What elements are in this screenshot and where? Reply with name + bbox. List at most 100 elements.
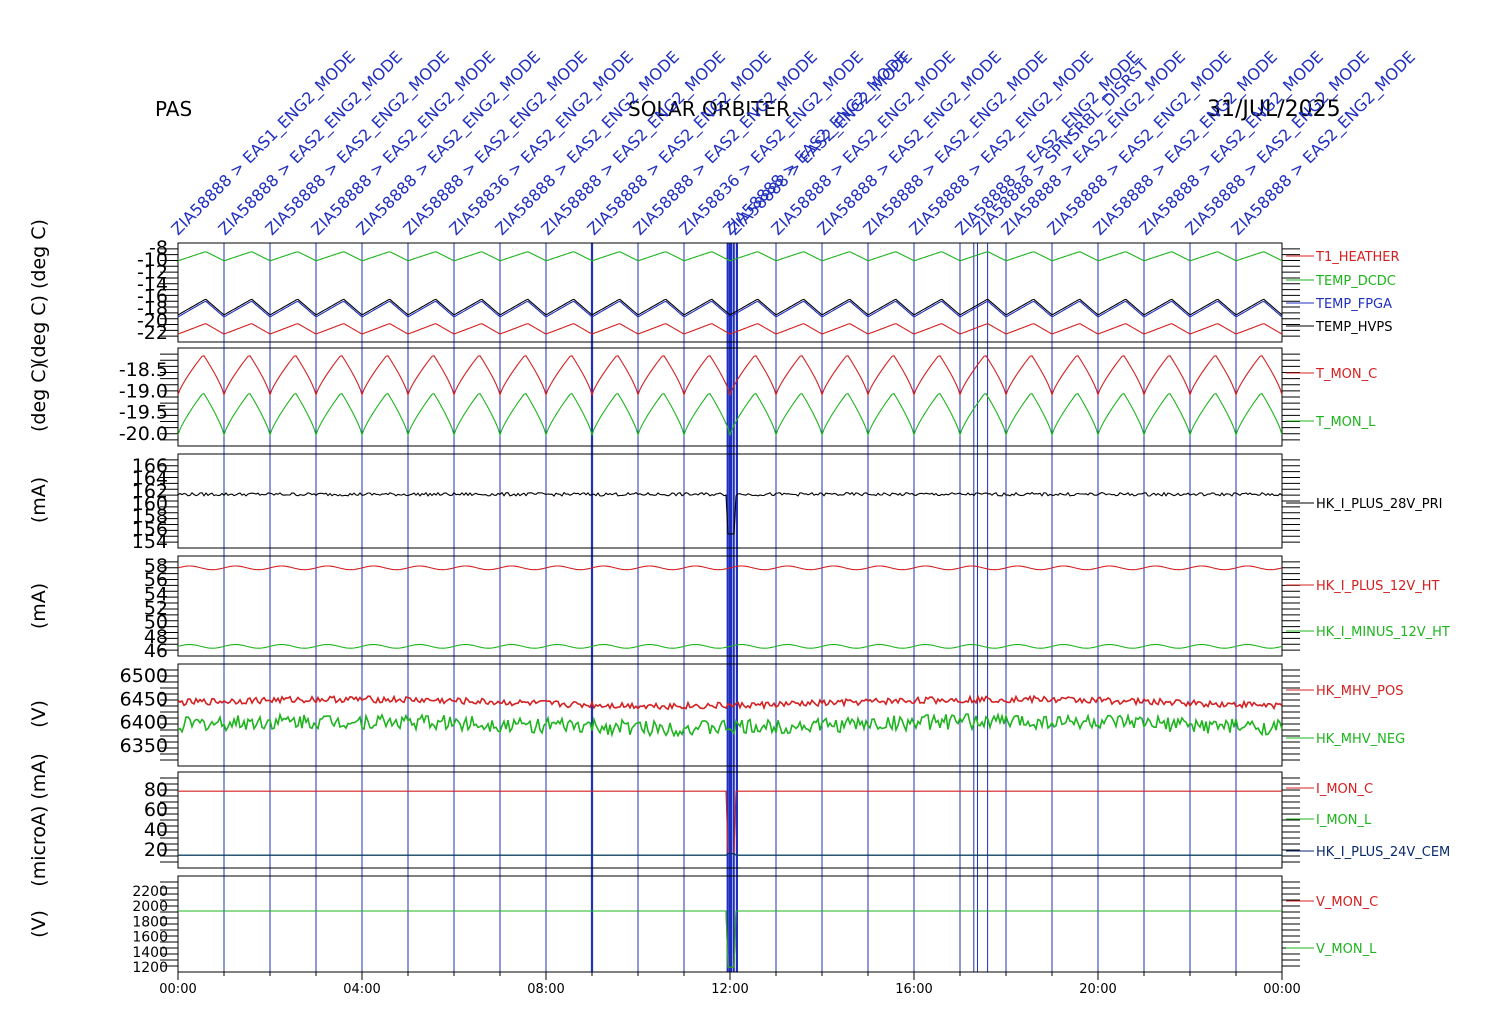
y-tick-label: -22 [137,322,168,344]
y-tick-label: -18 [137,298,168,320]
legend-label: T_MON_C [1315,367,1377,382]
y-tick-label: 54 [144,583,168,605]
y-tick-label: 154 [132,531,168,553]
legend-label: HK_I_PLUS_28V_PRI [1316,497,1442,512]
y-tick-label: 1400 [132,945,168,961]
y-tick-label: -10 [137,249,168,271]
x-tick-label: 20:00 [1079,982,1116,997]
panel-1: -8-10-12-14-16-18-20-22 (deg C) (deg C) T1… [28,219,1400,365]
y-tick-label: 156 [132,518,168,540]
legend-label: TEMP_DCDC [1315,274,1396,289]
legend-label: I_MON_C [1316,782,1373,797]
y-tick-label: 40 [144,819,168,841]
y-tick-label: -18.5 [119,359,168,381]
y-tick-label: 2000 [132,899,168,915]
x-tick-label: 16:00 [895,982,932,997]
series-line [177,491,1283,535]
header-left: PAS [155,97,192,121]
legend-label: V_MON_C [1316,895,1378,910]
y-tick-label: 162 [132,480,168,502]
y-axis-label: (deg C) [28,362,50,432]
y-tick-label: 80 [144,779,168,801]
y-tick-label: 20 [144,839,168,861]
y-axis-label: (mA) [28,583,50,629]
y-tick-label: -19.5 [119,402,168,424]
y-tick-label: 50 [144,612,168,634]
series-line [177,298,1283,316]
y-tick-label: 158 [132,506,168,528]
x-tick-label: 00:00 [1263,982,1300,997]
y-tick-label: -12 [137,261,168,283]
y-axis-label: (deg C) (deg C) [28,219,50,365]
x-tick-label: 04:00 [343,982,380,997]
y-tick-label: 1600 [132,930,168,946]
y-axis-label: (V) [28,910,50,938]
panel-frame [177,242,1283,343]
panels: -8-10-12-14-16-18-20-22 (deg C) (deg C) T1… [28,219,1450,976]
series-line [177,711,1283,738]
legend-label: V_MON_L [1316,942,1377,957]
y-tick-label: 164 [132,468,168,490]
y-tick-label: 166 [132,455,168,477]
series-line [177,300,1283,318]
header-date: 31/JUL/2025 [1207,97,1341,122]
y-tick-label: 6450 [120,688,168,710]
y-tick-label: 2200 [132,884,168,900]
x-tick-label: 12:00 [711,982,748,997]
y-tick-label: -20 [137,310,168,332]
legend-label: TEMP_HVPS [1315,320,1392,335]
legend-label: T_MON_L [1315,415,1376,430]
series-line [177,355,1283,397]
y-tick-label: 6350 [120,735,168,757]
series-line [177,694,1283,711]
y-tick-label: 60 [144,799,168,821]
y-tick-label: -8 [149,237,168,259]
y-tick-label: 58 [144,555,168,577]
series-line [177,251,1283,262]
panel-frame [177,663,1283,767]
series-line [178,853,1282,856]
y-axis-label: (microA) (mA) [28,753,50,886]
y-tick-label: 52 [144,598,168,620]
y-tick-label: 6500 [120,665,168,687]
y-tick-label: -16 [137,286,168,308]
legend-label: HK_MHV_NEG [1316,732,1405,747]
x-tick-label: 08:00 [527,982,564,997]
legend-label: HK_I_MINUS_12V_HT [1316,625,1450,640]
y-tick-label: 1800 [132,914,168,930]
legend-label: HK_I_PLUS_12V_HT [1316,579,1440,594]
y-tick-label: 160 [132,493,168,515]
panel-2: -18.5-19.0-19.5-20.0 (deg C) T_MON_C T_MON_… [28,347,1377,447]
y-axis-label: (mA) [28,477,50,523]
legend-label: HK_I_PLUS_24V_CEM [1316,845,1450,860]
series-line [177,565,1283,571]
y-axis-label: (V) [28,700,50,728]
series-line [177,393,1283,437]
legend-label: T1_HEATHER [1315,250,1400,265]
y-tick-label: 6400 [120,712,168,734]
x-axis: 00:00 04:00 08:00 12:00 16:00 20:00 00:00 [159,972,1301,997]
y-tick-label: -19.0 [119,380,168,402]
y-tick-label: 48 [144,626,168,648]
y-tick-label: 56 [144,569,168,591]
legend-label: HK_MHV_POS [1316,684,1404,699]
x-tick-label: 00:00 [159,982,196,997]
y-tick-label: 1200 [132,960,168,976]
y-tick-label: 46 [144,640,168,662]
legend-label: I_MON_L [1316,813,1372,828]
header: PAS SOLAR ORBITER 31/JUL/2025 [155,97,1341,122]
legend-label: TEMP_FPGA [1315,297,1392,312]
series-line [177,643,1283,649]
series-line [178,910,1282,968]
panel-frame [177,555,1283,657]
y-tick-label: -20.0 [119,423,168,445]
series-line [177,323,1283,335]
header-center: SOLAR ORBITER [628,97,790,121]
